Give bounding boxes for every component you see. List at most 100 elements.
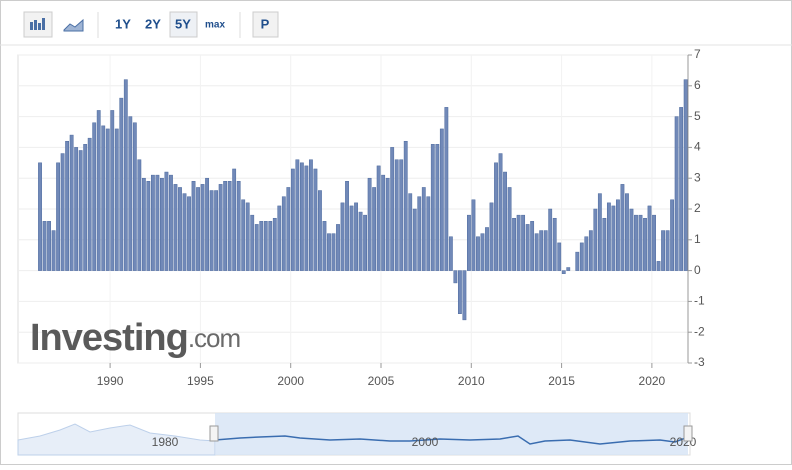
bar	[286, 187, 291, 271]
x-tick-label: 2010	[458, 374, 485, 388]
bar	[471, 199, 476, 271]
y-tick-label: 4	[694, 140, 701, 154]
bar	[530, 221, 535, 271]
bar	[638, 214, 643, 271]
watermark-brand: Investing	[30, 317, 188, 359]
bar	[268, 221, 273, 271]
bar	[494, 162, 498, 271]
y-tick-label: 5	[694, 109, 701, 123]
bar	[141, 177, 146, 271]
bar	[408, 193, 413, 271]
bar	[101, 125, 106, 271]
bar	[200, 184, 205, 271]
bar	[593, 208, 598, 271]
bar	[78, 150, 83, 271]
y-tick-label: 2	[694, 201, 701, 215]
bar	[128, 116, 133, 271]
bar	[56, 162, 60, 271]
bar	[358, 211, 363, 271]
bar	[372, 187, 377, 271]
bar	[74, 147, 79, 271]
bar	[132, 122, 137, 271]
bar	[345, 181, 349, 271]
bar	[178, 187, 182, 271]
bar	[277, 205, 282, 271]
bar	[652, 214, 656, 271]
bar	[123, 79, 128, 271]
bar	[51, 230, 56, 271]
bar	[42, 221, 47, 271]
range-button[interactable]: 2Y	[145, 16, 161, 31]
bar	[295, 159, 300, 271]
bar	[146, 181, 151, 271]
bar	[196, 187, 200, 271]
bar	[403, 140, 408, 271]
bar	[444, 107, 449, 271]
bar	[191, 181, 196, 271]
bar	[331, 233, 336, 271]
bar	[272, 217, 277, 271]
bar	[503, 171, 507, 271]
bar	[169, 174, 173, 271]
bar	[548, 208, 553, 271]
bar	[521, 214, 526, 271]
bar	[489, 202, 494, 271]
watermark: Investing.com	[30, 317, 240, 359]
bar	[498, 153, 503, 271]
bar	[327, 233, 331, 271]
bar	[507, 187, 512, 271]
bar	[512, 217, 516, 271]
bar	[457, 270, 462, 314]
bar	[87, 137, 92, 271]
bar	[299, 162, 304, 271]
range-button[interactable]: max	[205, 20, 225, 31]
bar	[616, 199, 620, 271]
range-button[interactable]: 1Y	[115, 16, 131, 31]
y-tick-label: 1	[694, 232, 701, 246]
bar	[69, 134, 74, 271]
x-tick-label: 2000	[277, 374, 304, 388]
bar	[539, 230, 544, 271]
bar	[259, 221, 264, 271]
y-tick-label: 0	[694, 263, 701, 277]
y-tick-label: -2	[694, 324, 705, 338]
bar	[83, 144, 88, 271]
bar	[575, 251, 580, 271]
range-button[interactable]: 5Y	[175, 16, 191, 31]
x-tick-label: 2005	[368, 374, 395, 388]
bar	[634, 214, 638, 271]
bar	[448, 236, 453, 271]
bar	[516, 214, 521, 271]
bar	[625, 193, 629, 271]
bar	[263, 221, 268, 271]
bar	[47, 221, 51, 271]
toolbar: 1Y 2Y 5Y max P	[0, 11, 792, 46]
bar	[318, 190, 322, 271]
bar	[557, 242, 562, 271]
bar	[313, 168, 318, 271]
bar	[679, 107, 684, 271]
navigator-label: 1980	[152, 435, 179, 449]
bar	[462, 270, 467, 321]
bar	[245, 202, 250, 271]
bar	[620, 184, 625, 271]
bar	[647, 205, 652, 271]
navigator-handle[interactable]	[683, 425, 693, 442]
bar	[602, 217, 607, 271]
y-tick-label: 7	[694, 47, 701, 61]
bar	[665, 230, 670, 271]
bar	[209, 190, 214, 271]
popout-button[interactable]: P	[261, 16, 270, 31]
bar	[114, 128, 119, 271]
bar	[435, 144, 440, 271]
bar	[214, 190, 219, 271]
bar	[584, 236, 589, 271]
bar	[417, 196, 422, 271]
bar	[65, 140, 70, 271]
navigator-handle[interactable]	[209, 425, 219, 442]
bar	[137, 159, 142, 271]
bar	[674, 116, 679, 271]
line-chart-button[interactable]	[60, 12, 88, 37]
bar	[38, 162, 42, 271]
